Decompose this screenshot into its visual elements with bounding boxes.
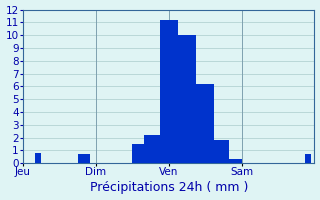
Bar (187, 35, 196, 163)
Bar (84, 154, 90, 163)
Bar (214, 140, 222, 163)
Bar (305, 154, 311, 163)
Bar (222, 140, 229, 163)
Bar (78, 154, 84, 163)
Bar (160, 20, 169, 163)
Bar (138, 144, 144, 163)
Bar (229, 159, 236, 163)
Bar (169, 20, 178, 163)
Bar (152, 135, 160, 163)
X-axis label: Précipitations 24h ( mm ): Précipitations 24h ( mm ) (90, 181, 248, 194)
Bar (236, 159, 242, 163)
Bar (35, 153, 41, 163)
Bar (178, 35, 187, 163)
Bar (132, 144, 138, 163)
Bar (196, 84, 205, 163)
Bar (144, 135, 152, 163)
Bar (205, 84, 214, 163)
